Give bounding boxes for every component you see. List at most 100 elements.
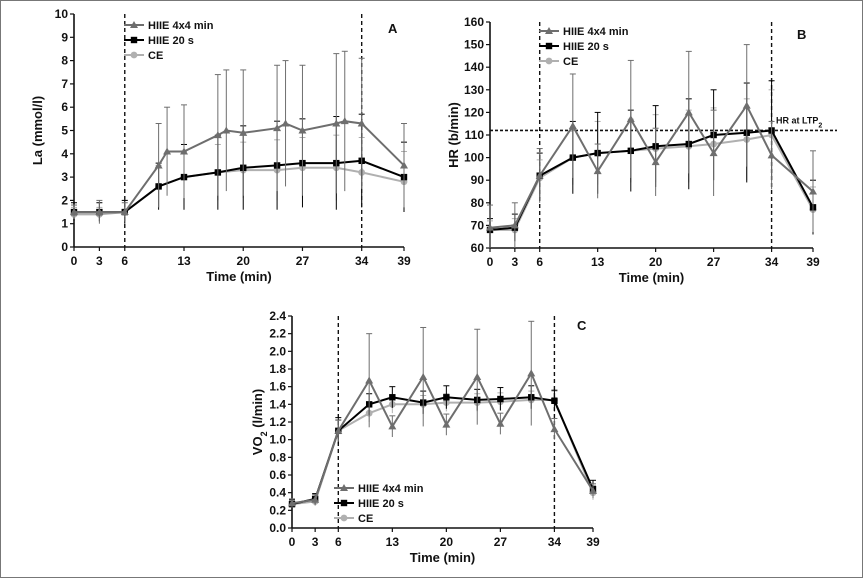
panel-a-xtick-label: 34 [355,254,369,268]
panel-a-legend-label: CE [148,50,163,62]
panel-c-ytick-label: 1.8 [269,362,286,376]
panel-a-series-line [74,166,405,216]
panel-a-ytick-label: 8 [61,54,68,68]
panel-b-legend-label: HIIE 20 s [563,41,609,53]
panel-c-data-point [365,376,374,384]
panel-b-data-point [535,171,544,179]
panel-b-series-line [489,103,814,229]
panel-a-xtick-label: 27 [296,254,310,268]
panel-a-ytick-label: 3 [61,170,68,184]
panel-b-xtick-label: 34 [765,255,779,269]
panel-b-data-point [767,151,776,159]
panel-c-ytick-label: 0.4 [269,486,286,500]
panel-b-xtick-label: 13 [591,255,605,269]
panel-a-data-point [357,119,366,127]
panel-c-ytick-label: 2.2 [269,327,286,341]
panel-b: 60 70 80 90 100 110 120 130 140 150 160 0 3 6 13 20 27 34… [446,15,837,285]
panel-c-data-point [473,372,482,380]
panel-a-ytick-label: 4 [61,147,68,161]
panel-a-ytick-label: 5 [61,124,68,138]
panel-a-xtick-label: 6 [121,254,128,268]
panel-c-data-point [389,394,396,401]
panel-a-data-point [222,126,231,134]
panel-b-data-point [593,167,602,175]
panel-b-legend-marker [545,57,553,65]
panel-c-legend-label: HIIE 20 s [358,498,404,510]
panel-a-ytick-label: 9 [61,30,68,44]
panel-b-series-0 [486,44,817,248]
panel-c-letter: C [577,318,587,333]
panel-b-ytick-label: 110 [465,128,485,142]
panel-b-legend-marker [545,42,553,50]
panel-b-xtick-label: 6 [536,255,543,269]
panel-a-data-point [281,119,290,127]
panel-b-data-point [684,108,693,116]
panel-c-data-point [288,499,296,507]
panel-b-data-point [742,101,751,109]
panel-a-xtick-label: 39 [397,254,411,268]
panel-c-legend-marker [340,499,348,507]
panel-a-legend-marker [130,21,138,28]
panel-a-xtick-label: 3 [96,254,103,268]
panel-c-ytick-label: 1.6 [269,380,286,394]
panel-b-data-point [651,158,660,166]
panel-b-ytick-label: 130 [464,83,484,97]
panel-b-data-point [510,221,519,229]
panel-c-xtick-label: 34 [548,535,562,549]
panel-b-series-2 [486,89,817,242]
panel-c-data-point [496,419,505,427]
panel-c-series-2 [288,390,597,508]
panel-a-ytick-label: 10 [55,7,69,21]
panel-c: 0.0 0.2 0.4 0.6 0.8 1.0 1.2 1.4 1.6 1.8 2.0 2.2 2.4 0… [250,309,600,565]
panel-c-data-point [527,369,536,377]
panel-c-data-point [589,486,597,494]
panel-c-xtick-label: 39 [586,535,600,549]
panel-a-data-point [340,117,349,125]
panel-c-ytick-label: 0.6 [269,468,286,482]
panel-a-data-point [70,208,78,216]
panel-c-data-point [419,372,428,380]
panel-b-data-point [809,187,817,195]
panel-a-legend-label: HIIE 4x4 min [148,20,214,32]
panel-a-legend-marker [130,51,138,59]
panel-c-ytick-label: 1.2 [269,415,286,429]
panel-c-ytick-label: 2.4 [269,309,286,323]
panel-b-ytick-label: 140 [464,60,484,74]
panel-c-data-point [497,395,504,403]
panel-a-xtick-label: 0 [71,254,78,268]
panel-c-xlabel: Time (min) [410,550,476,565]
panel-b-xtick-label: 27 [707,255,721,269]
panel-c-xtick-label: 27 [494,535,508,549]
panel-c-series-1 [288,385,597,509]
panel-c-ytick-label: 0.0 [269,521,286,535]
panel-a-data-point [400,161,408,169]
panel-b-series-line [490,133,814,231]
panel-c-data-point [551,397,558,404]
panel-b-data-point [486,223,494,231]
panel-a-data-point [180,147,188,155]
panel-b-ytick-label: 60 [471,241,485,255]
panel-c-series-line [291,371,594,505]
panel-a-legend-marker [130,36,138,44]
panel-b-xtick-label: 3 [512,255,519,269]
panel-b-ytick-label: 80 [471,196,485,210]
panel-b-data-point [568,121,577,129]
panel-a-data-point [154,161,163,169]
panel-a-data-point [332,119,341,127]
panel-c-legend-label: CE [358,513,373,525]
panel-a-ytick-label: 1 [61,217,68,231]
panel-a-xlabel: Time (min) [206,269,272,284]
panel-c-xtick-label: 0 [289,535,296,549]
panel-c-ylabel: VO2 (l/min) [250,389,269,455]
panel-c-xtick-label: 13 [386,535,400,549]
panel-c-ytick-label: 1.0 [269,433,286,447]
panel-a-ytick-label: 2 [61,193,68,207]
panel-b-ytick-label: 70 [471,218,485,232]
panel-b-xtick-label: 39 [806,255,820,269]
panel-a-series-1 [70,113,408,224]
panel-a-xtick-label: 13 [177,254,191,268]
panel-a-legend-label: HIIE 20 s [148,35,194,47]
panel-a-series-0 [70,50,408,224]
panel-b-legend-label: HIIE 4x4 min [563,26,629,38]
